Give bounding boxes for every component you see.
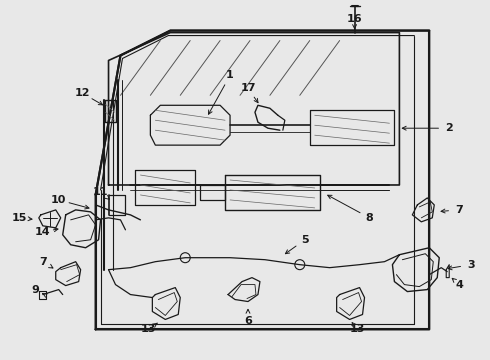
Text: 13: 13 bbox=[350, 324, 365, 334]
Text: 10: 10 bbox=[51, 195, 67, 205]
Text: 11: 11 bbox=[93, 187, 108, 197]
Text: 2: 2 bbox=[445, 123, 453, 133]
Text: 15: 15 bbox=[11, 213, 26, 223]
Text: 13: 13 bbox=[141, 324, 156, 334]
Text: 14: 14 bbox=[35, 227, 50, 237]
Text: 1: 1 bbox=[226, 71, 234, 80]
Text: 5: 5 bbox=[301, 235, 309, 245]
Text: 7: 7 bbox=[39, 257, 47, 267]
Text: 4: 4 bbox=[455, 280, 463, 289]
Text: 16: 16 bbox=[347, 14, 363, 24]
Text: 12: 12 bbox=[75, 88, 90, 98]
Text: 7: 7 bbox=[455, 205, 463, 215]
Text: 9: 9 bbox=[32, 284, 40, 294]
Text: 6: 6 bbox=[244, 316, 252, 327]
Text: 17: 17 bbox=[240, 84, 256, 93]
Text: 3: 3 bbox=[467, 260, 475, 270]
Text: 8: 8 bbox=[366, 213, 373, 223]
